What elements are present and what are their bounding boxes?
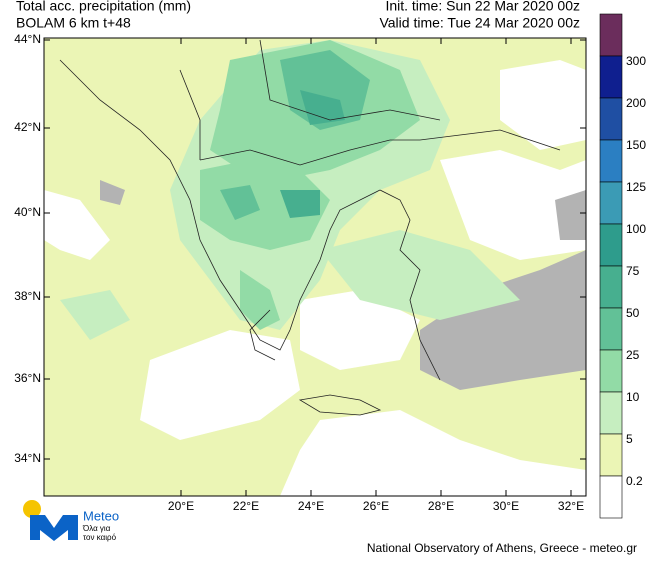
color-swatch bbox=[599, 13, 623, 57]
legend-label: 50 bbox=[626, 306, 640, 320]
legend-label: 25 bbox=[626, 348, 640, 362]
logo-tagline: τον καιρό bbox=[83, 533, 117, 542]
colorbar: 300 200 150 125 100 75 50 25 10 5 0.2 bbox=[599, 13, 646, 519]
legend-label: 300 bbox=[626, 54, 646, 68]
lon-label: 22°E bbox=[233, 499, 259, 513]
legend-label: 0.2 bbox=[626, 474, 643, 488]
lat-label: 44°N bbox=[14, 32, 41, 46]
footer: National Observatory of Athens, Greece -… bbox=[367, 541, 637, 555]
color-swatch bbox=[599, 97, 623, 141]
model: BOLAM 6 km t+48 bbox=[16, 15, 131, 31]
legend-label: 75 bbox=[626, 264, 640, 278]
legend-label: 100 bbox=[626, 222, 646, 236]
map: 44°N 42°N 40°N 38°N 36°N 34°N 20°E 22°E 24°E 26°E… bbox=[14, 32, 587, 513]
color-swatch bbox=[599, 349, 623, 393]
lon-label: 28°E bbox=[428, 499, 454, 513]
color-swatch bbox=[599, 139, 623, 183]
color-swatch bbox=[599, 181, 623, 225]
color-swatch bbox=[599, 223, 623, 267]
legend-label: 150 bbox=[626, 138, 646, 152]
color-swatch bbox=[599, 475, 623, 519]
lat-label: 42°N bbox=[14, 120, 41, 134]
color-swatch bbox=[599, 433, 623, 477]
logo: Meteo Όλα για τον καιρό bbox=[23, 500, 119, 542]
title: Total acc. precipitation (mm) bbox=[16, 0, 191, 14]
color-swatch bbox=[599, 265, 623, 309]
lon-label: 32°E bbox=[558, 499, 584, 513]
lon-label: 24°E bbox=[298, 499, 324, 513]
logo-tagline: Όλα για bbox=[82, 524, 111, 533]
lon-label: 20°E bbox=[168, 499, 194, 513]
legend-label: 5 bbox=[626, 432, 633, 446]
init-time: Init. time: Sun 22 Mar 2020 00z bbox=[385, 0, 580, 14]
valid-time: Valid time: Tue 24 Mar 2020 00z bbox=[379, 15, 580, 31]
legend-label: 125 bbox=[626, 180, 646, 194]
lat-label: 38°N bbox=[14, 289, 41, 303]
lon-label: 26°E bbox=[363, 499, 389, 513]
legend-label: 200 bbox=[626, 96, 646, 110]
lat-label: 40°N bbox=[14, 205, 41, 219]
logo-name: Meteo bbox=[83, 508, 119, 523]
color-swatch bbox=[599, 55, 623, 99]
lat-label: 36°N bbox=[14, 371, 41, 385]
color-swatch bbox=[599, 391, 623, 435]
color-swatch bbox=[599, 307, 623, 351]
legend-label: 10 bbox=[626, 390, 640, 404]
lat-label: 34°N bbox=[14, 451, 41, 465]
lon-label: 30°E bbox=[493, 499, 519, 513]
